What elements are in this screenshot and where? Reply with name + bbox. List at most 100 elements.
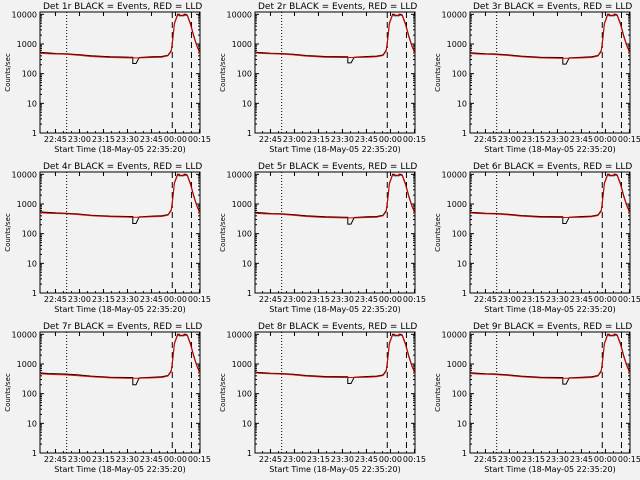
y-tick-label: 1000 [447, 40, 467, 49]
x-tick-label: 23:15 [307, 135, 330, 144]
y-tick-label: 10000 [227, 10, 252, 19]
y-tick-label: 1 [247, 289, 252, 298]
x-tick-label: 23:15 [92, 135, 115, 144]
lld-series-line [40, 334, 200, 379]
y-tick-label: 1 [32, 289, 37, 298]
x-tick-label: 22:45 [44, 295, 67, 304]
y-tick-label: 10000 [442, 10, 467, 19]
x-tick-label: 23:30 [331, 135, 354, 144]
x-tick-label: 23:45 [355, 455, 378, 464]
events-series-line [255, 333, 415, 384]
x-tick-label: 00:00 [379, 295, 402, 304]
x-tick-label: 23:00 [68, 455, 91, 464]
y-tick-label: 100 [452, 390, 467, 399]
plot-frame [469, 11, 631, 134]
y-tick-label: 10000 [227, 170, 252, 179]
x-axis-label: Start Time (18-May-05 22:35:20) [484, 305, 615, 314]
lld-series-line [255, 14, 415, 58]
y-axis-label: Counts/sec [4, 53, 12, 92]
x-axis-label: Start Time (18-May-05 22:35:20) [269, 465, 400, 474]
x-tick-label: 22:45 [259, 135, 282, 144]
x-axis-label: Start Time (18-May-05 22:35:20) [54, 465, 185, 474]
x-tick-label: 23:30 [116, 135, 139, 144]
y-tick-label: 1000 [17, 200, 37, 209]
plot-frame [469, 331, 631, 454]
x-tick-label: 23:00 [283, 455, 306, 464]
y-tick-label: 1000 [447, 200, 467, 209]
events-series-line [255, 173, 415, 225]
y-tick-label: 1 [462, 449, 467, 458]
x-tick-label: 23:45 [355, 295, 378, 304]
x-tick-label: 22:45 [259, 295, 282, 304]
x-tick-label: 00:15 [188, 455, 211, 464]
x-tick-label: 23:00 [68, 295, 91, 304]
x-tick-label: 23:45 [355, 135, 378, 144]
plot-frame [39, 11, 201, 134]
x-axis-label: Start Time (18-May-05 22:35:20) [269, 145, 400, 154]
x-tick-label: 23:00 [498, 135, 521, 144]
detector-panel: Det 2r BLACK = Events, RED = LLD Counts/s… [219, 2, 426, 154]
y-tick-label: 10 [242, 99, 252, 108]
plot-frame [254, 331, 416, 454]
x-axis-label: Start Time (18-May-05 22:35:20) [484, 465, 615, 474]
x-tick-label: 00:00 [379, 135, 402, 144]
y-tick-label: 10000 [12, 330, 37, 339]
y-tick-label: 100 [22, 70, 37, 79]
y-axis-label: Counts/sec [434, 53, 442, 92]
y-tick-label: 1000 [17, 40, 37, 49]
events-series-line [40, 13, 200, 64]
x-tick-label: 23:30 [116, 455, 139, 464]
detector-panel: Det 8r BLACK = Events, RED = LLD Counts/s… [219, 322, 426, 474]
y-tick-label: 10000 [442, 330, 467, 339]
x-tick-label: 22:45 [474, 455, 497, 464]
y-tick-label: 1 [462, 289, 467, 298]
y-tick-label: 1 [32, 449, 37, 458]
x-tick-label: 00:15 [188, 135, 211, 144]
lld-series-line [40, 14, 200, 59]
x-tick-label: 00:00 [594, 135, 617, 144]
x-axis-label: Start Time (18-May-05 22:35:20) [54, 145, 185, 154]
lld-series-line [470, 174, 630, 218]
x-tick-label: 00:15 [403, 455, 426, 464]
plot-frame [39, 171, 201, 294]
plot-frame [254, 11, 416, 134]
y-tick-label: 100 [237, 70, 252, 79]
events-series-line [470, 13, 630, 65]
y-axis-label: Counts/sec [219, 213, 227, 252]
x-tick-label: 00:15 [403, 135, 426, 144]
detector-panel: Det 6r BLACK = Events, RED = LLD Counts/s… [434, 162, 640, 314]
x-tick-label: 23:30 [331, 295, 354, 304]
panel-title: Det 2r BLACK = Events, RED = LLD [258, 2, 417, 12]
panel-title: Det 9r BLACK = Events, RED = LLD [473, 322, 632, 332]
x-tick-label: 23:30 [546, 295, 569, 304]
y-tick-label: 10 [27, 259, 37, 268]
plot-frame [469, 171, 631, 294]
x-tick-label: 23:15 [307, 295, 330, 304]
y-tick-label: 100 [452, 230, 467, 239]
y-tick-label: 100 [452, 70, 467, 79]
x-tick-label: 22:45 [474, 295, 497, 304]
events-series-line [255, 13, 415, 64]
y-tick-label: 10 [457, 99, 467, 108]
y-tick-label: 1 [247, 129, 252, 138]
events-series-line [40, 333, 200, 386]
x-tick-label: 23:15 [522, 135, 545, 144]
detector-panel: Det 9r BLACK = Events, RED = LLD Counts/s… [434, 322, 640, 474]
lld-series-line [255, 334, 415, 378]
y-tick-label: 10 [27, 419, 37, 428]
y-tick-label: 1000 [232, 360, 252, 369]
x-tick-label: 23:45 [570, 295, 593, 304]
detector-panel: Det 3r BLACK = Events, RED = LLD Counts/s… [434, 2, 640, 154]
x-tick-label: 00:15 [618, 135, 640, 144]
lld-series-line [40, 174, 200, 218]
y-tick-label: 10 [242, 259, 252, 268]
x-tick-label: 22:45 [44, 455, 67, 464]
y-tick-label: 100 [237, 390, 252, 399]
y-tick-label: 1 [32, 129, 37, 138]
x-tick-label: 23:45 [570, 455, 593, 464]
x-tick-label: 00:00 [379, 455, 402, 464]
y-tick-label: 10 [457, 259, 467, 268]
y-tick-label: 10000 [442, 170, 467, 179]
x-tick-label: 23:00 [68, 135, 91, 144]
